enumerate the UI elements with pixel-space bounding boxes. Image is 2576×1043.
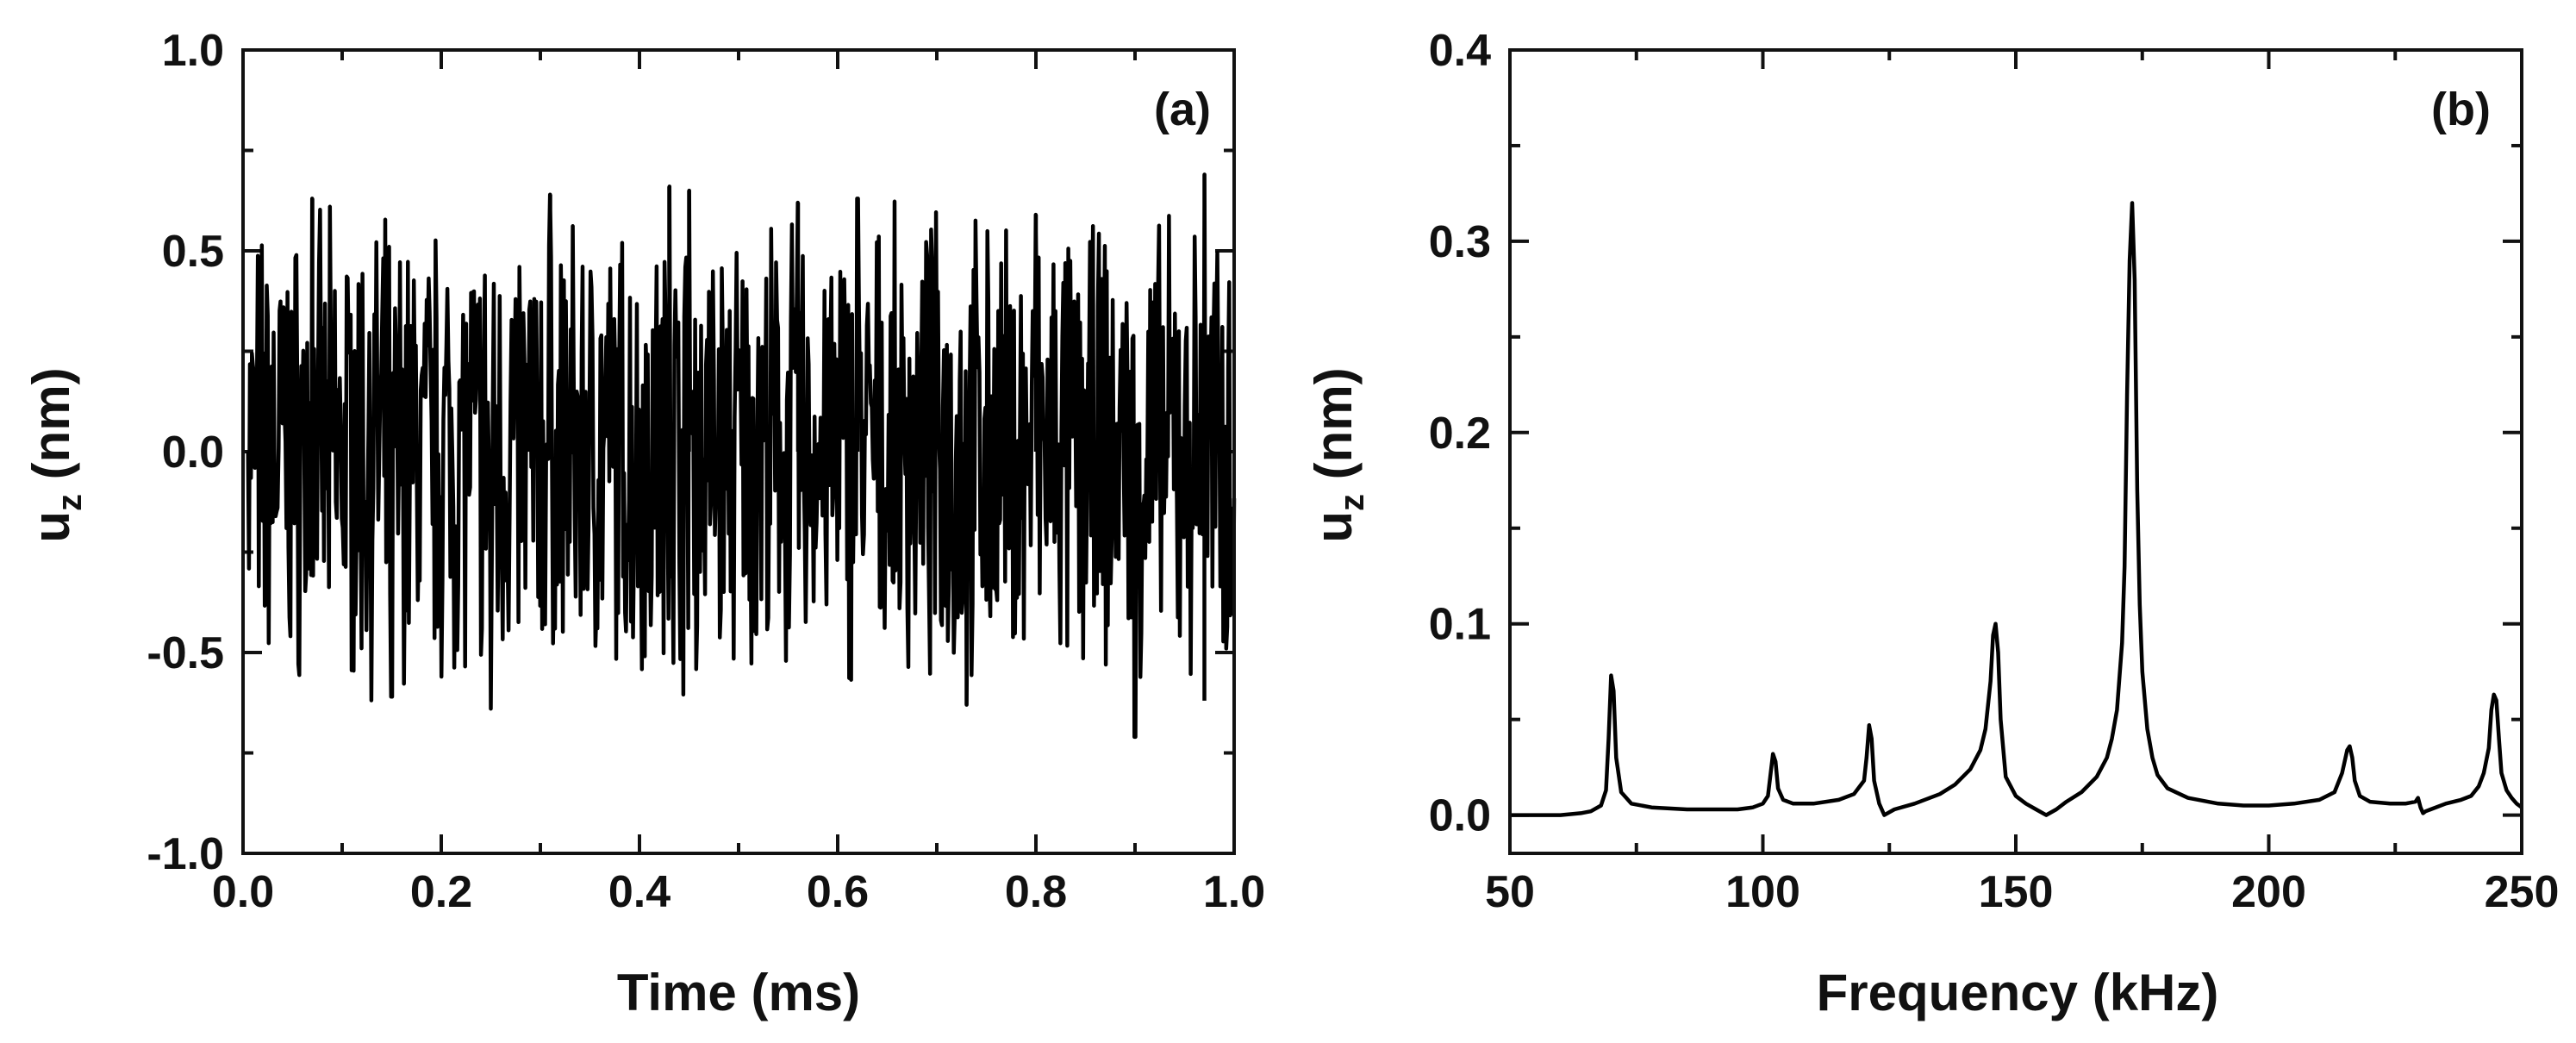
panel-a-y-tick-label: 0.0 — [162, 428, 224, 478]
panel-b-x-axis-title: Frequency (kHz) — [1817, 964, 2219, 1021]
panel-a-x-tick-label: 0.2 — [410, 867, 472, 917]
panel-a-x-tick-label: 0.4 — [608, 867, 671, 917]
panel-a-x-tick-label: 1.0 — [1203, 867, 1265, 917]
panel-b-y-axis-title: uz (nm) — [1305, 367, 1371, 542]
panel-a-series-line — [246, 172, 1237, 740]
panel-b-y-tick-label: 0.0 — [1429, 791, 1491, 841]
panel-a-chart: (a) Time (ms) uz (nm) 0.0 0.2 0.4 0.6 0.8 1.0… — [22, 26, 1265, 1021]
panel-b-plot-frame — [1508, 48, 2523, 855]
panel-b-x-tick-label: 150 — [1979, 867, 2054, 917]
panel-b-series-line — [1510, 201, 2523, 817]
panel-a-label: (a) — [1154, 84, 1211, 135]
panel-b-y-axis-title-base: u — [1305, 511, 1363, 543]
panel-a-x-tick-label: 0.6 — [807, 867, 869, 917]
panel-a-y-axis-title-suffix: (nm) — [22, 367, 80, 494]
panel-b-y-tick-label: 0.1 — [1429, 600, 1491, 650]
panel-a-y-tick-label: -0.5 — [147, 628, 224, 678]
panel-a-y-axis-title: uz (nm) — [22, 367, 89, 542]
panel-a-x-tick-label: 0.0 — [212, 867, 274, 917]
panel-b-x-tick-label: 250 — [2485, 867, 2560, 917]
panel-b-x-tick-label: 50 — [1485, 867, 1535, 917]
panel-b-y-axis-title-suffix: (nm) — [1305, 367, 1363, 494]
panel-a-x-tick-label: 0.8 — [1005, 867, 1067, 917]
panel-b-y-tick-label: 0.4 — [1429, 26, 1491, 76]
panel-a-y-axis-title-base: u — [22, 511, 80, 543]
panel-a-y-axis-title-subscript: z — [51, 494, 89, 511]
panel-a-y-tick-label: -1.0 — [147, 829, 224, 879]
panel-a-y-tick-label: 1.0 — [162, 26, 224, 76]
panel-b-label: (b) — [2431, 84, 2491, 135]
panel-b-chart: (b) Frequency (kHz) uz (nm) 50 100 150 200 2… — [1305, 26, 2559, 1021]
panel-b-y-tick-label: 0.3 — [1429, 217, 1491, 267]
panel-b-y-axis-title-subscript: z — [1333, 494, 1371, 511]
panel-a-x-axis-title: Time (ms) — [617, 964, 860, 1021]
panel-b-x-tick-label: 100 — [1725, 867, 1800, 917]
panel-b-y-tick-label: 0.2 — [1429, 409, 1491, 459]
panel-b-axes: 50 100 150 200 250 0.0 0.1 0.2 0.3 0.4 — [1429, 26, 2560, 917]
panel-a-y-tick-label: 0.5 — [162, 227, 224, 277]
panel-a-plot-frame — [241, 48, 1236, 855]
panel-b-x-tick-label: 200 — [2231, 867, 2306, 917]
